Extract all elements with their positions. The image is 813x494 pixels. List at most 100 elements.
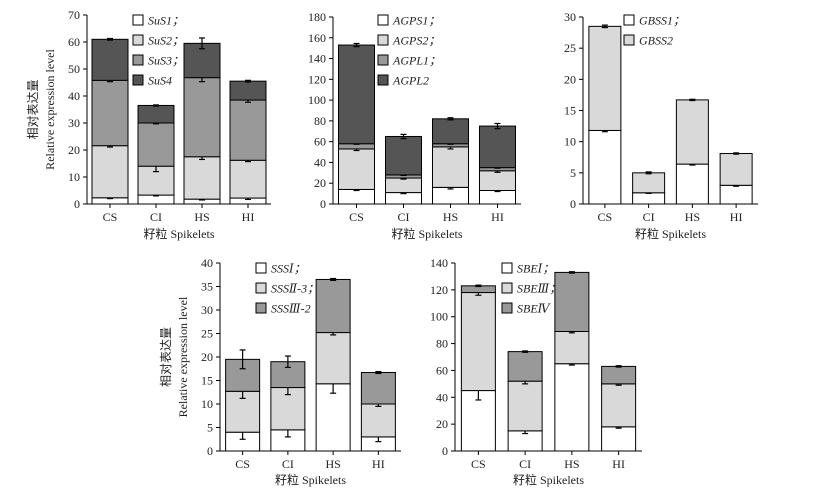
category-label: HS — [443, 210, 458, 224]
category-label: HI — [242, 210, 255, 224]
category-label: CS — [235, 457, 250, 471]
bar-segment — [183, 156, 221, 200]
bar-segment — [601, 426, 637, 452]
legend-label: SuS2； — [148, 34, 184, 48]
y-tick-label: 20 — [314, 176, 326, 190]
bar-segment — [270, 387, 306, 431]
bar-segment — [479, 189, 516, 205]
bar-segment — [385, 135, 422, 176]
legend-label: SBEⅣ — [517, 302, 552, 316]
y-axis-label-cn: 相对表达量 — [159, 327, 173, 387]
legend-label: SSSⅠ； — [271, 262, 306, 276]
legend-label: AGPL1； — [392, 54, 441, 68]
y-tick-label: 80 — [314, 114, 326, 128]
y-axis-label-en: Relative expression level — [43, 49, 57, 170]
y-tick-label: 120 — [308, 72, 326, 86]
bar-segment — [137, 122, 175, 167]
bar-segment — [91, 145, 129, 199]
legend-swatch — [501, 262, 513, 274]
bar-segment — [632, 172, 666, 194]
x-axis-label: 籽粒 Spikelets — [275, 472, 346, 487]
bar-segment — [554, 363, 590, 452]
bar-segment — [315, 278, 351, 334]
legend-swatch — [132, 34, 144, 46]
category-label: HI — [612, 457, 625, 471]
category-label: HS — [685, 210, 700, 224]
y-tick-label: 5 — [570, 166, 576, 180]
bar-segment — [315, 332, 351, 385]
bar-segment — [385, 192, 422, 205]
legend-label: SSSⅢ-2 — [271, 302, 311, 316]
legend-label: GBSS1； — [639, 14, 685, 28]
y-axis-label-cn: 相对表达量 — [26, 79, 40, 139]
legend-swatch — [255, 282, 267, 294]
legend-swatch — [623, 14, 635, 26]
legend-swatch — [132, 74, 144, 86]
legend-label: SuS3； — [148, 54, 184, 68]
chart-sus: 0 10 20 30 40 50 60 70 CS CI HS HI 籽粒 Spikelets 相对表达量… — [26, 8, 271, 241]
chart-agp: 0 20 40 60 80 100 120 140 160 180 CS CI HS HI 籽粒 Spike… — [308, 10, 521, 241]
bar-segment — [432, 146, 469, 188]
y-tick-label: 15 — [201, 374, 213, 388]
y-tick-label: 30 — [68, 116, 80, 130]
y-tick-label: 25 — [201, 327, 213, 341]
legend-swatch — [377, 74, 389, 86]
y-tick-label: 10 — [68, 170, 80, 184]
bar-segment — [479, 125, 516, 169]
bar-segment — [91, 79, 129, 147]
bar-segment — [360, 372, 396, 405]
category-label: HS — [564, 457, 579, 471]
category-label: CS — [103, 210, 118, 224]
bar-segment — [479, 170, 516, 191]
bar-segment — [675, 163, 709, 205]
y-tick-label: 60 — [314, 135, 326, 149]
y-tick-label: 120 — [430, 283, 448, 297]
legend-label: AGPL2 — [392, 74, 429, 88]
bar-segment — [507, 351, 543, 382]
bar-segment — [229, 80, 267, 101]
bar-segment — [91, 38, 129, 81]
bar-segment — [507, 380, 543, 432]
category-label: CI — [643, 210, 655, 224]
bar-segment — [632, 192, 666, 205]
chart-gbss: 0 5 10 15 20 25 30 CS CI HS HI 籽粒 Spikelets GBSS1； GB… — [564, 10, 758, 241]
y-tick-label: 100 — [308, 93, 326, 107]
y-tick-label: 35 — [201, 280, 213, 294]
legend-label: SuS4 — [148, 74, 172, 88]
y-tick-label: 30 — [201, 303, 213, 317]
bar-segment — [719, 153, 753, 186]
bar-segment — [432, 118, 469, 145]
legend-swatch — [132, 14, 144, 26]
x-axis-label: 籽粒 Spikelets — [144, 226, 215, 241]
y-tick-label: 40 — [314, 155, 326, 169]
legend-swatch — [255, 262, 267, 274]
y-tick-label: 60 — [68, 35, 80, 49]
y-tick-label: 40 — [68, 89, 80, 103]
bar-segment — [719, 184, 753, 205]
bar-segment — [675, 99, 709, 165]
category-label: CS — [471, 457, 486, 471]
y-tick-label: 0 — [570, 197, 576, 211]
bar-segment — [601, 383, 637, 428]
legend-label: AGPS2； — [392, 34, 440, 48]
bar-segment — [338, 44, 375, 145]
y-tick-label: 70 — [68, 8, 80, 22]
bar-segment — [137, 104, 175, 124]
y-tick-label: 50 — [68, 62, 80, 76]
y-tick-label: 180 — [308, 10, 326, 24]
category-label: CI — [398, 210, 410, 224]
y-tick-label: 0 — [442, 444, 448, 458]
legend-label: AGPS1； — [392, 14, 440, 28]
category-label: CS — [349, 210, 364, 224]
legend-label: SBEⅢ； — [517, 282, 561, 296]
bar-segment — [315, 383, 351, 452]
legend-swatch — [623, 34, 635, 46]
y-tick-label: 5 — [207, 421, 213, 435]
y-tick-label: 160 — [308, 31, 326, 45]
category-label: CI — [150, 210, 162, 224]
legend-swatch — [377, 14, 389, 26]
category-label: CI — [282, 457, 294, 471]
y-tick-label: 100 — [430, 310, 448, 324]
bar-segment — [385, 177, 422, 194]
